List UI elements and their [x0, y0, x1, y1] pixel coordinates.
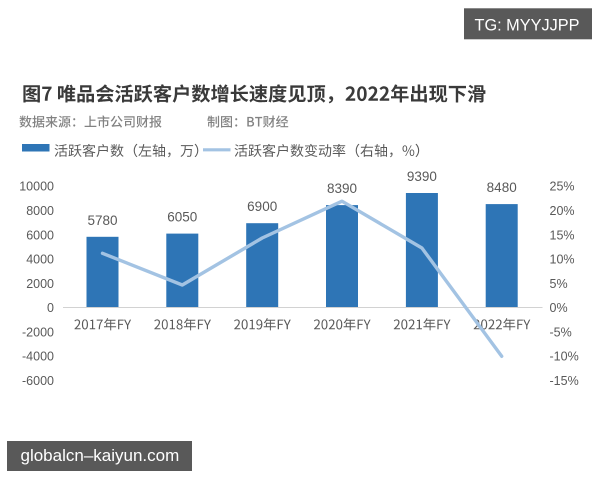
svg-text:0%: 0%: [550, 301, 568, 315]
svg-text:20%: 20%: [550, 204, 575, 218]
svg-text:15%: 15%: [550, 228, 575, 242]
svg-text:5%: 5%: [550, 277, 568, 291]
svg-text:-2000: -2000: [22, 325, 54, 339]
svg-text:-15%: -15%: [550, 374, 579, 388]
svg-text:25%: 25%: [550, 180, 575, 194]
svg-text:9390: 9390: [407, 169, 437, 184]
svg-text:2000: 2000: [26, 277, 54, 291]
svg-text:6900: 6900: [247, 199, 277, 214]
svg-text:10000: 10000: [19, 180, 54, 194]
svg-text:5780: 5780: [87, 213, 117, 228]
svg-text:8480: 8480: [487, 180, 517, 195]
svg-text:6050: 6050: [167, 210, 197, 225]
svg-text:-4000: -4000: [22, 350, 54, 364]
svg-text:10%: 10%: [550, 253, 575, 267]
svg-text:4000: 4000: [26, 253, 54, 267]
svg-text:-10%: -10%: [550, 350, 579, 364]
svg-text:-5%: -5%: [550, 325, 572, 339]
svg-text:globalcn–kaiyun.com: globalcn–kaiyun.com: [21, 446, 180, 465]
svg-text:TG: MYYJJPP: TG: MYYJJPP: [475, 17, 580, 35]
svg-text:8390: 8390: [327, 181, 357, 196]
svg-text:-6000: -6000: [22, 374, 54, 388]
svg-text:8000: 8000: [26, 204, 54, 218]
svg-text:6000: 6000: [26, 228, 54, 242]
svg-text:0: 0: [47, 301, 54, 315]
